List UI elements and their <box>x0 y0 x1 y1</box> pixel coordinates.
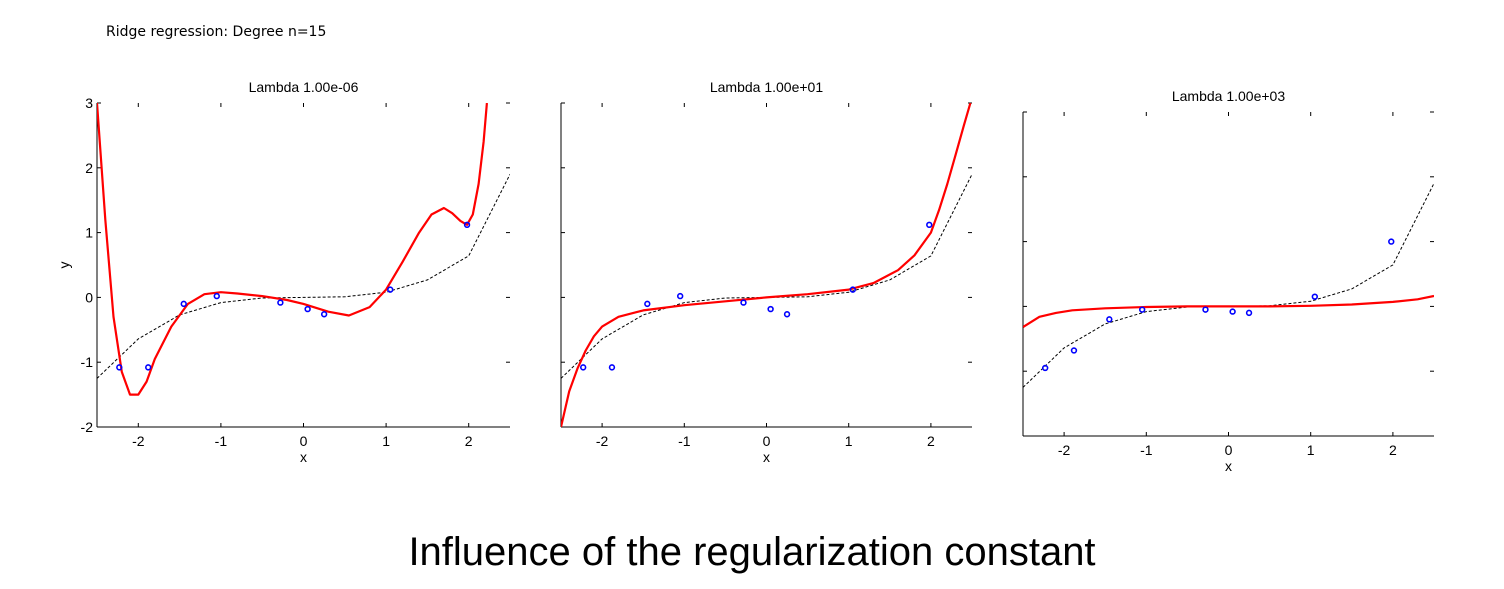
data-point <box>1245 309 1253 317</box>
data-point <box>926 221 933 229</box>
data-point <box>740 299 747 306</box>
x-tick-label: 1 <box>1307 442 1315 458</box>
x-tick-label: 0 <box>763 433 771 449</box>
data-point <box>608 364 616 371</box>
y-tick-label: 3 <box>85 95 93 111</box>
fitted-curve-line <box>97 103 488 396</box>
data-point <box>644 300 651 308</box>
data-point <box>1106 316 1113 323</box>
true-function-line <box>97 174 510 379</box>
chart-panel-2: -2 -1 0 1 2 Lambda 1.00e+01 x <box>560 79 972 465</box>
data-point <box>783 311 791 318</box>
x-tick-label: 1 <box>845 433 853 449</box>
y-axis-label: y <box>56 262 72 269</box>
data-point <box>320 311 328 318</box>
fitted-curve-line <box>561 103 972 427</box>
data-point <box>1202 306 1209 313</box>
charts-canvas: -2 -1 0 1 2 -2 -1 0 1 2 3 Lambda 1.00e-06 x y -2 -1 0 1 2 L… <box>56 79 1434 474</box>
data-point <box>1041 364 1049 372</box>
chart-panel-1: -2 -1 0 1 2 -2 -1 0 1 2 3 Lambda 1.00e-06 x y <box>56 79 510 465</box>
data-point <box>116 364 123 371</box>
data-point <box>304 305 311 313</box>
true-function-line <box>1023 183 1434 388</box>
x-tick-label: 1 <box>382 433 390 449</box>
x-tick-label: 2 <box>465 433 473 449</box>
x-axis-label: x <box>1225 458 1232 474</box>
data-point <box>387 286 394 293</box>
x-tick-label: -2 <box>596 433 609 449</box>
figure-suptitle: Ridge regression: Degree n=15 <box>106 24 327 40</box>
y-tick-label: 0 <box>85 289 93 305</box>
data-point <box>277 299 284 306</box>
chart-title: Lambda 1.00e+03 <box>1172 88 1285 104</box>
y-tick-label: -2 <box>81 419 94 435</box>
x-tick-label: 0 <box>1225 442 1233 458</box>
y-tick-label: -1 <box>81 354 94 370</box>
y-tick-label: 1 <box>85 225 93 241</box>
data-point <box>1070 347 1078 354</box>
x-tick-label: 2 <box>927 433 935 449</box>
chart-title: Lambda 1.00e+01 <box>710 79 823 95</box>
chart-title: Lambda 1.00e-06 <box>249 79 359 95</box>
data-point <box>145 364 152 371</box>
data-point <box>1311 293 1319 300</box>
x-axis-label: x <box>300 449 307 465</box>
figure-caption: Influence of the regularization constant <box>408 530 1096 574</box>
x-tick-label: -2 <box>1058 442 1071 458</box>
x-tick-label: 0 <box>300 433 308 449</box>
x-tick-label: -1 <box>215 433 228 449</box>
data-point <box>767 305 774 313</box>
x-axis-label: x <box>763 449 770 465</box>
data-point <box>180 300 187 308</box>
data-point <box>579 364 587 371</box>
data-point <box>849 286 857 293</box>
x-tick-label: -1 <box>678 433 691 449</box>
y-tick-label: 2 <box>85 160 93 176</box>
data-point <box>1138 306 1146 313</box>
data-point <box>213 292 220 300</box>
data-point <box>463 221 471 229</box>
true-function-line <box>561 174 972 379</box>
chart-panel-3: -2 -1 0 1 2 Lambda 1.00e+03 x <box>1022 88 1434 474</box>
data-point <box>1229 308 1236 315</box>
x-tick-label: -2 <box>132 433 145 449</box>
fitted-curve-line <box>1023 294 1434 329</box>
data-point <box>1388 238 1395 245</box>
data-point <box>676 292 684 300</box>
x-tick-label: 2 <box>1389 442 1397 458</box>
x-tick-label: -1 <box>1140 442 1153 458</box>
